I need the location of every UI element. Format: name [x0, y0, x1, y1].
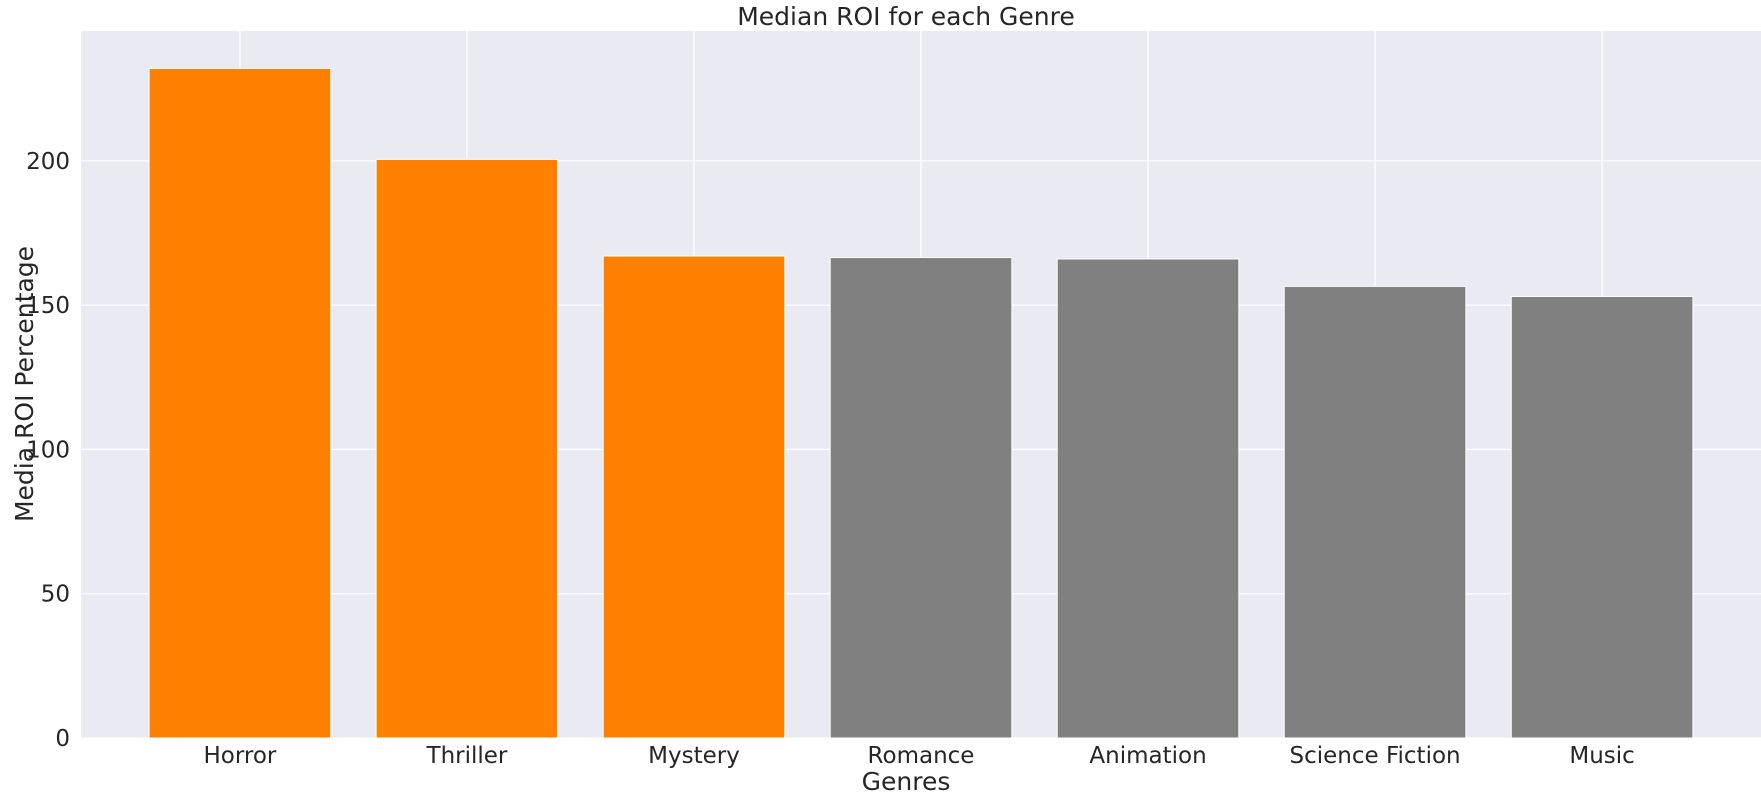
- x-tick-label: Music: [1569, 743, 1634, 769]
- x-axis-ticks: Horror Thriller Mystery Romance Animation Sci…: [203, 743, 1634, 769]
- y-axis-ticks: 0 50 100 150 200: [26, 149, 70, 752]
- y-tick-label: 200: [26, 149, 70, 175]
- x-tick-label: Romance: [868, 743, 975, 769]
- bar: [1510, 295, 1694, 739]
- y-tick-label: 50: [41, 582, 70, 608]
- chart-title: Median ROI for each Genre: [737, 2, 1075, 31]
- bar: [148, 68, 332, 739]
- x-tick-label: Horror: [203, 743, 276, 769]
- bar: [375, 158, 559, 739]
- x-tick-label: Mystery: [648, 743, 740, 769]
- x-tick-label: Thriller: [426, 743, 508, 769]
- y-tick-label: 0: [55, 726, 70, 752]
- y-tick-label: 100: [26, 437, 70, 463]
- bar: [1056, 258, 1240, 739]
- x-axis-label: Genres: [862, 767, 951, 796]
- x-tick-label: Animation: [1089, 743, 1206, 769]
- bar: [1283, 285, 1467, 739]
- x-tick-label: Science Fiction: [1289, 743, 1460, 769]
- bar: [829, 257, 1013, 739]
- y-axis-label: Media ROI Percentage: [10, 246, 39, 522]
- y-tick-label: 150: [26, 293, 70, 319]
- bars: [148, 68, 1694, 739]
- bar: [602, 255, 786, 739]
